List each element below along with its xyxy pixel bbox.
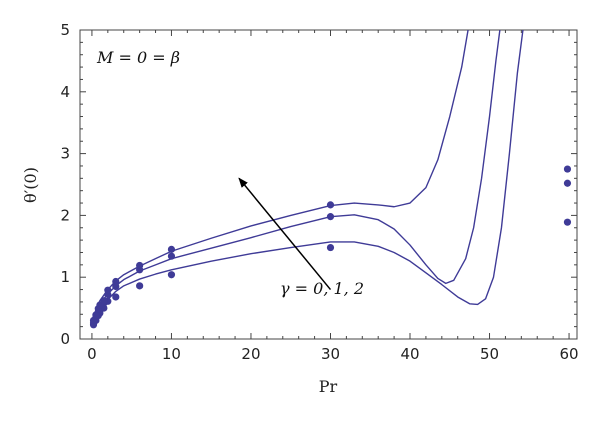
x-axis-label: Pr [319, 377, 338, 396]
data-point-set-1 [563, 218, 572, 226]
x-tick-label: 20 [241, 345, 260, 363]
data-point-set-1 [326, 243, 335, 252]
gamma-arrow [238, 177, 332, 291]
x-tick-label: 10 [162, 345, 181, 363]
y-axis-label: θ′(0) [21, 167, 40, 203]
data-point-set-3 [89, 316, 98, 325]
x-tick-label: 50 [480, 345, 499, 363]
x-tick-label: 30 [321, 345, 340, 363]
curve-1 [93, 30, 524, 321]
y-tick-label: 0 [60, 330, 70, 348]
series-layer [89, 30, 572, 329]
data-point-set-3 [104, 286, 112, 294]
tick-labels: 0 10 20 30 40 50 60 0 1 2 3 4 5 [60, 21, 578, 363]
y-tick-label: 4 [60, 83, 70, 101]
data-point-set-2 [563, 179, 572, 187]
x-tick-label: 40 [400, 345, 419, 363]
x-tick-label: 60 [560, 345, 579, 363]
data-point-set-3 [112, 277, 120, 286]
data-point-set-1 [167, 271, 176, 279]
data-point-set-3 [167, 245, 176, 253]
data-point-set-3 [563, 165, 572, 173]
data-point-set-3 [100, 297, 108, 305]
data-point-set-2 [326, 213, 335, 221]
data-point-set-3 [326, 201, 335, 209]
annotation-gamma: γ = 0, 1, 2 [280, 279, 364, 298]
y-tick-label: 1 [60, 268, 70, 286]
y-tick-label: 3 [60, 145, 70, 163]
plot-frame [79, 29, 578, 340]
data-point-set-2 [112, 282, 120, 291]
curve-3 [93, 30, 469, 315]
data-point-set-3 [136, 261, 144, 270]
data-point-set-1 [112, 293, 120, 301]
annotation-parameters: M = 0 = β [96, 48, 180, 67]
tick-marks [80, 29, 577, 340]
data-point-set-3 [92, 311, 100, 319]
data-point-set-1 [136, 282, 144, 290]
x-tick-label: 0 [87, 345, 97, 363]
data-point-set-2 [167, 252, 176, 260]
y-tick-label: 2 [60, 206, 70, 224]
y-tick-label: 5 [60, 21, 70, 39]
